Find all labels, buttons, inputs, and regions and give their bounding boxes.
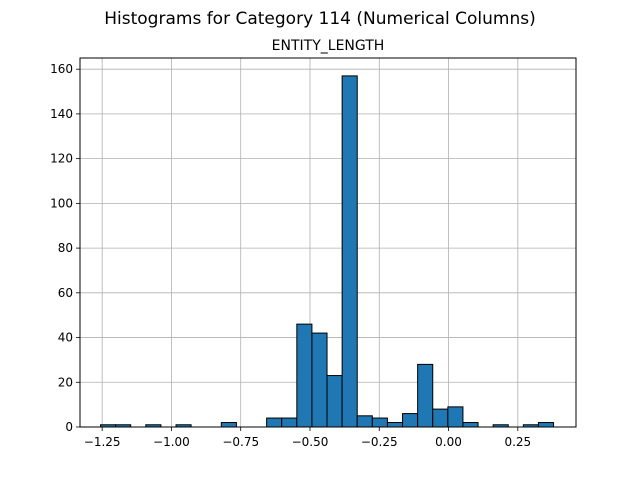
- histogram-bar: [432, 408, 449, 428]
- y-tick-label: 40: [58, 331, 73, 345]
- y-axis-ticks: 0 20 40 60 80 100 120 140 160: [50, 62, 80, 434]
- y-tick-label: 80: [58, 241, 73, 255]
- histogram-bar: [462, 422, 479, 428]
- histogram-bar: [447, 406, 464, 428]
- y-tick-label: 140: [50, 107, 73, 121]
- x-tick-label: −0.75: [222, 435, 259, 449]
- chart-title: ENTITY_LENGTH: [272, 38, 385, 54]
- x-tick-label: −1.00: [153, 435, 190, 449]
- histogram-bar: [386, 422, 404, 428]
- y-tick-label: 20: [58, 375, 73, 389]
- histogram-bar: [356, 415, 373, 428]
- histogram-bar: [537, 422, 555, 428]
- histogram-bar: [417, 363, 434, 428]
- x-tick-label: −0.50: [292, 435, 329, 449]
- y-tick-label: 100: [50, 196, 73, 210]
- x-axis-ticks: −1.25 −1.00 −0.75 −0.50 −0.25 0.00 0.25: [84, 427, 531, 449]
- grid-lines: [80, 58, 576, 428]
- histogram-bar: [281, 417, 298, 428]
- histogram-bar: [402, 413, 419, 428]
- y-tick-label: 0: [65, 420, 73, 434]
- x-tick-label: 0.00: [435, 435, 462, 449]
- x-tick-label: −1.25: [84, 435, 121, 449]
- histogram-bar: [311, 332, 328, 428]
- histogram-bars: [100, 75, 555, 428]
- histogram-bar: [220, 422, 237, 428]
- histogram-bar: [341, 75, 358, 428]
- x-tick-label: −0.25: [361, 435, 398, 449]
- y-tick-label: 120: [50, 152, 73, 166]
- figure-suptitle: Histograms for Category 114 (Numerical C…: [104, 9, 535, 29]
- plot-frame: [79, 57, 577, 428]
- histogram-bar: [266, 417, 283, 428]
- y-tick-label: 160: [50, 62, 73, 76]
- y-tick-label: 60: [58, 286, 73, 300]
- histogram-bar: [326, 375, 343, 428]
- histogram-bar: [371, 417, 388, 428]
- x-tick-label: 0.25: [504, 435, 531, 449]
- histogram-bar: [296, 323, 313, 428]
